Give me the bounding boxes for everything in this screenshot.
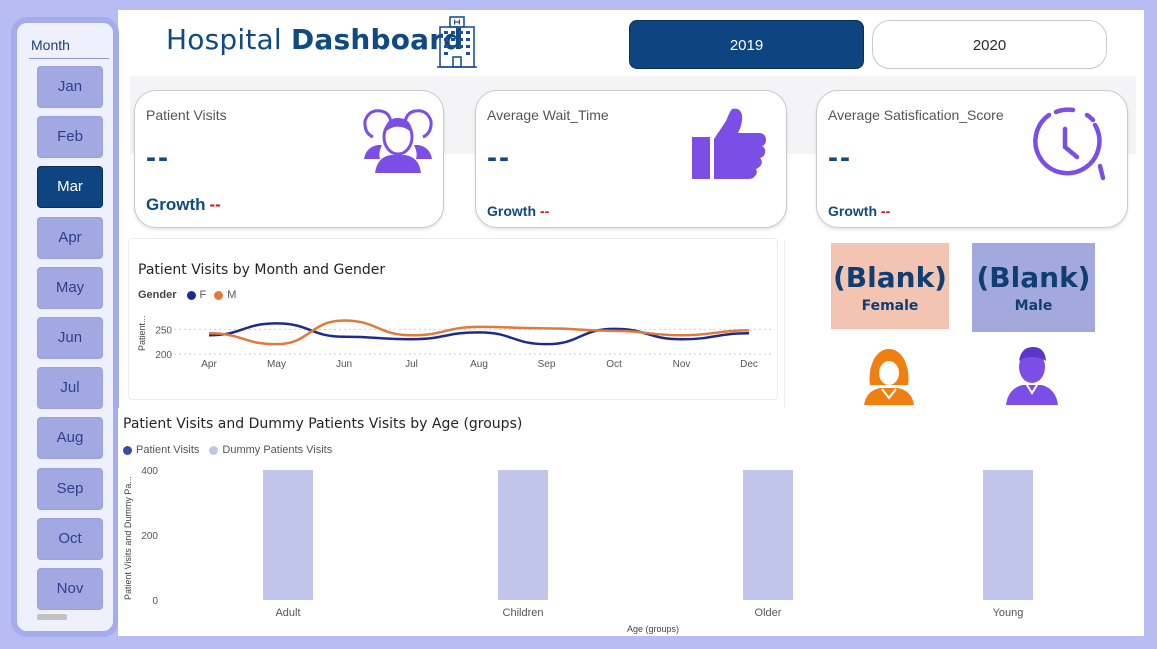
series-line-m[interactable] (208, 319, 750, 346)
y-tick-label: 200 (155, 350, 172, 361)
month-button-mar[interactable]: Mar (37, 166, 103, 209)
y-axis-label: Patient Visits and Dummy Pa... (123, 476, 133, 600)
x-tick-label: Apr (201, 359, 217, 370)
growth-label: Growth (487, 203, 536, 219)
x-tick-label: Adult (275, 607, 300, 619)
kpi-card-average-satisfaction-score: Average Satisfication_Score -- Growth -- (816, 90, 1128, 228)
male-value: (Blank) (976, 261, 1091, 294)
chart-legend: Gender F M (138, 289, 236, 301)
thumbs-up-icon (692, 108, 766, 179)
x-tick-label: Dec (740, 359, 758, 370)
line-chart-plot: 200 250 Patient... Apr May Jun Jul Aug Sep Oct Nov… (137, 315, 774, 370)
y-tick-label: 250 (155, 325, 172, 336)
kpi-value: -- (487, 141, 511, 174)
male-person-icon (1006, 347, 1058, 405)
page-title: Hospital Dashboard (166, 23, 464, 56)
x-tick-label: Children (503, 607, 544, 619)
bar-dummy-young[interactable] (983, 470, 1033, 600)
x-tick-label: Older (755, 607, 782, 619)
x-tick-label: Aug (470, 359, 488, 370)
month-slicer-panel: Month Jan Feb Mar Apr May Jun Jul Aug Sep Oct Nov (17, 23, 113, 631)
y-tick-label: 200 (141, 531, 158, 542)
legend-label-patient-visits: Patient Visits (136, 444, 200, 456)
chart-title: Patient Visits and Dummy Patients Visits… (123, 416, 523, 432)
legend-swatch-dummy-visits (209, 445, 219, 455)
y-tick-label: 400 (141, 466, 158, 477)
visits-by-month-gender-chart: Patient Visits by Month and Gender Gende… (128, 238, 778, 400)
bar-dummy-children[interactable] (498, 470, 548, 600)
kpi-value: -- (828, 141, 852, 174)
patients-group-icon (363, 109, 433, 173)
legend-label-f: F (199, 289, 207, 301)
growth-value: -- (540, 203, 550, 219)
male-label: Male (1014, 298, 1053, 314)
page-title-bold: Dashboard (290, 23, 464, 56)
month-button-jun[interactable]: Jun (37, 317, 103, 359)
legend-swatch-m (214, 290, 224, 300)
month-button-oct[interactable]: Oct (37, 517, 103, 560)
x-tick-label: May (267, 359, 286, 370)
kpi-growth: Growth -- (487, 203, 549, 219)
year-2019-button[interactable]: 2019 (629, 20, 864, 69)
kpi-label: Average Wait_Time (487, 107, 609, 123)
legend-label-dummy-visits: Dummy Patients Visits (222, 444, 333, 456)
slicer-scrollbar[interactable] (37, 614, 67, 620)
kpi-card-average-wait-time: Average Wait_Time -- Growth -- (475, 90, 787, 228)
bar-dummy-adult[interactable] (263, 470, 313, 600)
kpi-value: -- (146, 141, 170, 174)
bar-chart-plot: 0 200 400 Patient Visits and Dummy Pa... Adu… (123, 466, 1033, 634)
visits-by-age-group-chart: Patient Visits and Dummy Patients Visits… (118, 408, 1138, 636)
legend-title: Gender (138, 289, 177, 301)
slicer-divider (29, 58, 109, 59)
x-tick-label: Jul (405, 359, 418, 370)
growth-value: -- (881, 203, 891, 219)
male-card: (Blank) Male (972, 243, 1095, 332)
legend-swatch-f (186, 290, 196, 300)
female-person-icon (864, 349, 914, 405)
month-button-sep[interactable]: Sep (37, 467, 103, 510)
month-slicer: Month Jan Feb Mar Apr May Jun Jul Aug Sep Oct Nov (11, 17, 119, 637)
month-button-may[interactable]: May (37, 266, 103, 309)
growth-label: Growth (828, 203, 877, 219)
legend-swatch-patient-visits (123, 445, 132, 455)
female-value: (Blank) (833, 261, 947, 294)
x-tick-label: Oct (606, 359, 622, 370)
month-button-feb[interactable]: Feb (37, 116, 103, 159)
hospital-building-icon (437, 16, 477, 68)
x-tick-label: Sep (538, 359, 556, 370)
kpi-growth: Growth -- (828, 203, 890, 219)
female-label: Female (861, 298, 919, 314)
x-tick-label: Nov (673, 359, 691, 370)
month-button-jan[interactable]: Jan (37, 66, 103, 108)
page-title-light: Hospital (166, 23, 282, 56)
female-card: (Blank) Female (831, 243, 949, 329)
kpi-card-patient-visits: Patient Visits -- Growth -- (134, 90, 444, 228)
chart-title: Patient Visits by Month and Gender (138, 262, 386, 278)
y-tick-label: 0 (152, 596, 158, 607)
legend-label-m: M (227, 289, 237, 301)
year-2020-button[interactable]: 2020 (872, 20, 1107, 69)
x-axis-label: Age (groups) (627, 624, 679, 634)
month-button-aug[interactable]: Aug (37, 417, 103, 460)
kpi-label: Patient Visits (146, 107, 227, 123)
x-tick-label: Jun (336, 359, 352, 370)
month-button-apr[interactable]: Apr (37, 216, 103, 259)
growth-value: -- (209, 195, 221, 214)
bar-dummy-older[interactable] (743, 470, 793, 600)
clock-icon (1033, 107, 1106, 181)
month-button-jul[interactable]: Jul (37, 367, 103, 410)
chart-legend: Patient Visits Dummy Patients Visits (123, 444, 332, 456)
month-button-nov[interactable]: Nov (37, 568, 103, 610)
growth-label: Growth (146, 195, 206, 214)
month-slicer-title: Month (31, 37, 70, 53)
series-line-f[interactable] (208, 322, 750, 346)
x-tick-label: Young (993, 607, 1024, 619)
section-divider (784, 240, 785, 412)
kpi-growth: Growth -- (146, 195, 221, 215)
kpi-label: Average Satisfication_Score (828, 107, 1004, 123)
y-axis-label: Patient... (137, 315, 147, 351)
